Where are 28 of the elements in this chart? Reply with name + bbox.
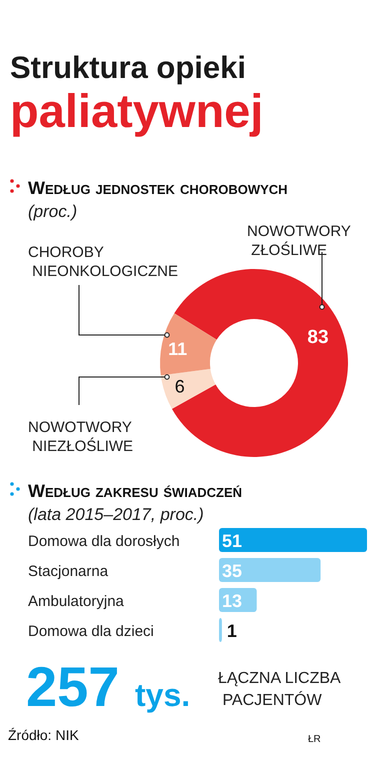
bar [219,618,222,642]
chart-subtitle: Według jednostek chorobowych [28,178,288,198]
text: 257 tys. [26,655,190,718]
donut-slice [160,368,216,409]
data-label: 11 [168,338,188,359]
text: Źródło: NIK [8,727,80,743]
slice-label: NOWOTWORY NIEZŁOŚLIWE [28,419,134,455]
chart-subtitle: (lata 2015–2017, proc.) [28,505,204,524]
text: (proc.) [28,202,78,221]
donut-slice [160,313,217,376]
y-tick-label: Domowa dla dorosłych [28,533,180,550]
data-label: 13 [222,591,242,611]
text: ŁR [308,734,321,745]
chart-title: Według zakresu świadczeń [28,481,242,501]
data-label: 1 [226,621,237,641]
slice-label: CHOROBY NIEONKOLOGICZNE [28,244,178,280]
bar [219,558,321,582]
data-label: 6 [174,376,185,397]
y-tick-label: Domowa dla dzieci [28,623,154,640]
data-label: 83 [307,326,329,348]
y-tick-label: Ambulatoryjna [28,593,125,610]
data-label: 51 [222,531,242,551]
slice-label: NOWOTWORY ZŁOŚLIWE [247,223,351,259]
text: ŁĄCZNA LICZBA PACJENTÓW [218,670,342,709]
chart-title: Struktura opieki paliatywnej [10,50,264,137]
data-label: 35 [222,561,242,581]
y-tick-label: Stacjonarna [28,563,109,580]
bar [219,528,367,552]
